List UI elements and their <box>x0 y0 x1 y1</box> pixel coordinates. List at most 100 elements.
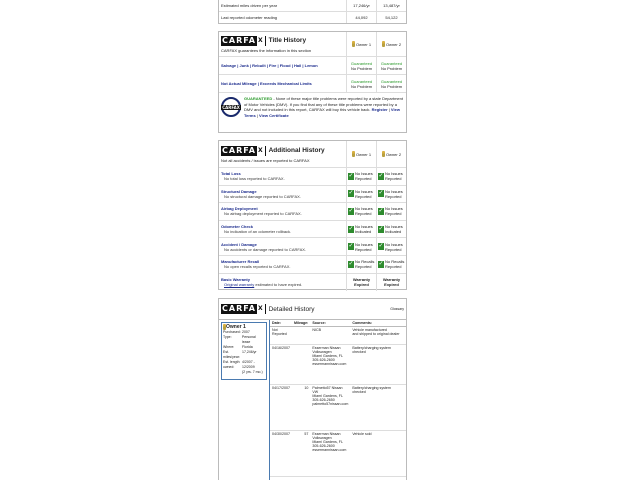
status-text: No Issues <box>355 171 373 177</box>
status-text: No Issues <box>355 188 373 194</box>
record-comment: Battery/charging system checked <box>352 346 391 354</box>
record-source-line: 305-626-2600 <box>312 444 335 448</box>
history-item-label[interactable]: Odometer Check <box>221 224 254 230</box>
history-table: Date: Mileage: Source: Comments: Not Report… <box>270 320 406 477</box>
carfax-guarantee-seal-icon: CARFAX <box>221 97 241 117</box>
view-certificate-link[interactable]: View Certificate <box>258 112 289 118</box>
row-label: Estimated miles driven per year <box>221 3 278 8</box>
section-title: Title History <box>268 37 307 44</box>
record-source-line: 305-626-2600 <box>312 358 335 362</box>
owner-field-label: Purchased: <box>223 330 241 334</box>
history-item-label[interactable]: Accident / Damage <box>221 241 257 247</box>
history-item-label[interactable]: Manufacturer Recall <box>221 259 260 265</box>
history-item-label[interactable]: Airbag Deployment <box>221 206 258 212</box>
additional-history-section: CARFA X Additional History Not all acciden… <box>218 140 407 291</box>
checkmark-icon: ✓ <box>378 172 384 180</box>
owner2-header: Owner 2 <box>385 41 402 47</box>
view-terms-link[interactable]: View Terms <box>244 107 400 118</box>
status-text: No Issues <box>355 224 373 230</box>
record-source-line: Palmetto57 Nissan <box>312 386 343 390</box>
owner-status: ✓ No Issues Reported <box>376 168 406 185</box>
status-text: No Issues <box>385 241 403 247</box>
warranty-status: Warranty <box>382 277 401 283</box>
guaranteed-text: Guaranteed <box>350 78 373 84</box>
status-text: No Recalls <box>385 259 405 265</box>
owner2-value: 54,122 <box>376 12 406 23</box>
carfax-logo: CARFA X <box>221 145 266 156</box>
owner1-header: Owner 1 <box>355 41 372 47</box>
owner-status: ✓ No Issues Reported <box>376 203 406 220</box>
col-source: Source: <box>310 320 351 327</box>
status-text: Reported <box>355 193 372 199</box>
record-source-line: NICB <box>312 328 321 332</box>
history-item-label[interactable]: Structural Damage <box>221 188 257 194</box>
history-item-desc: No structural damage reported to CARFAX. <box>224 193 301 199</box>
status-text: No Issues <box>385 224 403 230</box>
status-text: No Issues <box>385 171 403 177</box>
title-history-row: Not Actual Mileage | Exceeds Mechanical … <box>219 75 406 93</box>
additional-history-row: Airbag Deployment No airbag deployment re… <box>219 203 406 221</box>
original-warranty-link[interactable]: Original warranty <box>224 282 255 288</box>
owner-field-value: 17,246/yr <box>242 350 257 354</box>
owner1-value: 44,092 <box>346 12 376 23</box>
history-item-label[interactable]: Total Loss <box>221 171 241 177</box>
guaranteed-text: Guaranteed <box>380 60 403 66</box>
guaranteed-text: Guaranteed <box>350 60 373 66</box>
title-problem-label[interactable]: Salvage | Junk | Rebuilt | Fire | Flood … <box>221 63 318 68</box>
section-title: Detailed History <box>268 305 315 313</box>
status-text: Reported <box>385 211 402 217</box>
status-text: Reported <box>355 211 372 217</box>
status-text: No Recalls <box>355 259 375 265</box>
history-record-row: 04/30/2007 57 Esserman Nissan Volkswagen Mia… <box>270 430 406 477</box>
person-icon <box>381 41 385 47</box>
history-item-desc: No indication of an odometer rollback. <box>224 229 292 235</box>
status-text: Reported <box>355 176 372 182</box>
person-icon <box>351 41 355 47</box>
no-problem-text: No Problem <box>350 65 373 71</box>
owner-field-label <box>223 370 242 375</box>
history-item-desc: No airbag deployment reported to CARFAX. <box>224 211 302 217</box>
col-comments: Comments: <box>350 320 406 327</box>
warranty-desc: estimated to have expired. <box>254 282 303 288</box>
owner1-header: Owner 1 <box>355 151 372 157</box>
checkmark-icon: ✓ <box>348 207 354 215</box>
owner-field-label: owned: <box>223 365 235 369</box>
title-problem-label[interactable]: Not Actual Mileage | Exceeds Mechanical … <box>221 81 312 86</box>
owner-field-label: Est. miles/year: <box>223 350 240 359</box>
record-date: 04/16/2007 <box>270 344 292 385</box>
section-title: Additional History <box>268 147 325 154</box>
basic-warranty-label[interactable]: Basic Warranty <box>221 277 250 283</box>
owner-status: ✓ No Recalls Reported <box>346 255 376 273</box>
glossary-link[interactable]: Glossary <box>390 307 404 311</box>
register-link[interactable]: Register <box>371 107 388 112</box>
record-source-line: Miami Gardens, FL <box>312 440 343 444</box>
history-record-row: Not Reported NICB Vehicle manufactured and … <box>270 326 406 345</box>
carfax-logo: CARFA X <box>221 304 266 314</box>
col-mileage: Mileage: <box>292 320 311 327</box>
owner1-value: 17,246/yr <box>346 0 376 11</box>
history-record-row: 04/16/2007 Esserman Nissan Volkswagen Miami… <box>270 344 406 385</box>
section-subtitle: Not all accidents / issues are reported … <box>221 157 310 163</box>
checkmark-icon: ✓ <box>378 207 384 215</box>
row-label: Last reported odometer reading <box>221 15 278 20</box>
owner-title: Owner 1 <box>226 324 246 330</box>
record-mileage: 10 <box>292 384 311 431</box>
status-text: Reported <box>385 193 402 199</box>
status-text: Reported <box>385 246 402 252</box>
warranty-status: Warranty <box>352 277 371 283</box>
status-text: Reported <box>355 246 372 252</box>
history-record-row: 04/17/2007 10 Palmetto57 Nissan VW Miami Gar… <box>270 384 406 431</box>
owner2-header: Owner 2 <box>385 151 402 157</box>
record-comment: Vehicle sold <box>352 432 372 436</box>
owner-field-value: Florida <box>242 345 253 349</box>
status-text: Reported <box>385 264 402 270</box>
additional-history-row: Structural Damage No structural damage re… <box>219 185 406 204</box>
owner-field-value: (2 yrs. 7 mo.) <box>242 370 263 374</box>
section-subtitle: CARFAX guarantees the information in thi… <box>221 47 312 53</box>
checkmark-icon: ✓ <box>378 225 384 233</box>
checkmark-icon: ✓ <box>378 243 384 251</box>
record-source-line: Esserman Nissan <box>312 432 341 436</box>
record-date: Not Reported <box>270 326 292 345</box>
person-icon <box>351 151 355 157</box>
record-source-line: palmetto57nissan.com <box>312 402 349 406</box>
